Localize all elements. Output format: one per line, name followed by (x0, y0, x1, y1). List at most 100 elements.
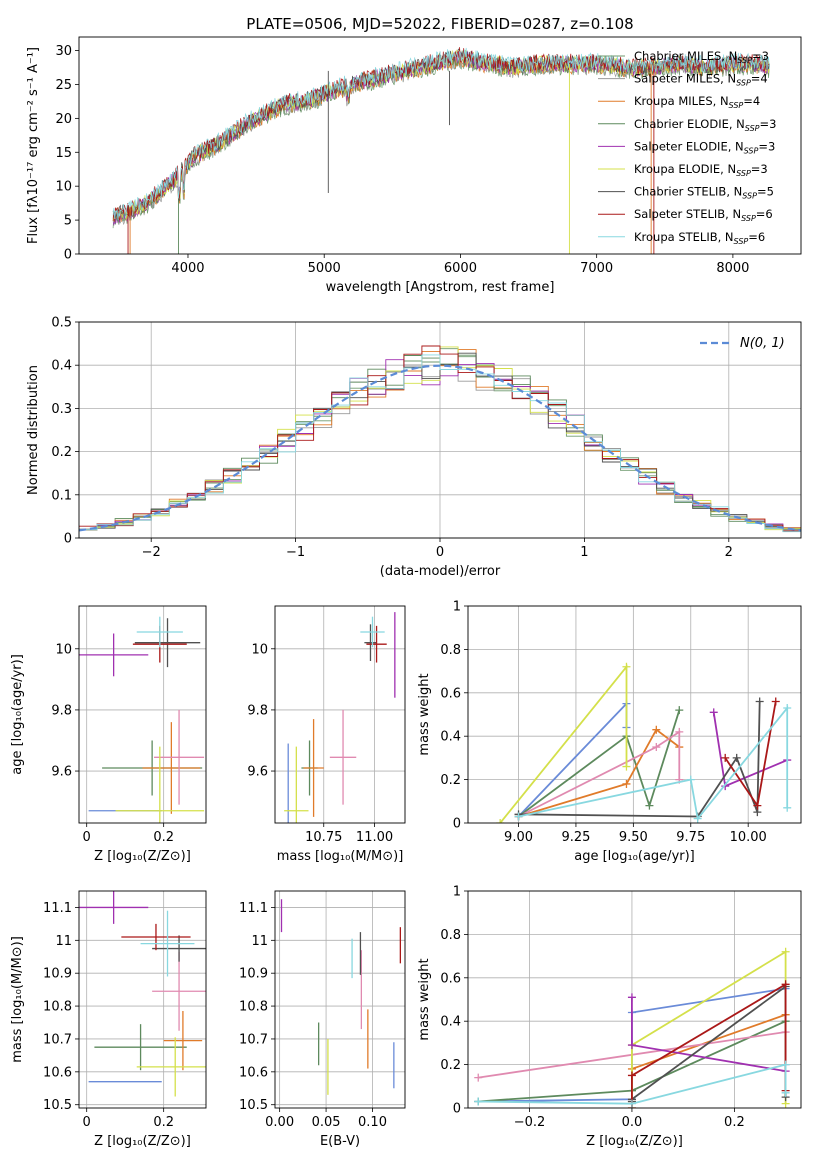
panel-8: −0.2 0.0 0.2 0 0.2 0.4 0.6 0.8 1 Z [log₁₀(Z/Z⊙)] m… (417, 885, 802, 1149)
x-tick-label: 8000 (716, 261, 749, 276)
y-tick-label: 10 (251, 642, 268, 657)
weight-line (518, 705, 789, 821)
weight-marker (781, 947, 790, 956)
y-tick-label: 10.7 (239, 1032, 268, 1047)
x-tick-label: 0.00 (265, 1115, 294, 1130)
x-tick-label: 0.10 (358, 1115, 387, 1130)
x-tick-label: 0.05 (312, 1115, 341, 1130)
weight-marker (732, 753, 741, 762)
y-tick-label: 1 (453, 600, 461, 615)
weight-marker (474, 1073, 483, 1082)
y-tick-label: 11 (251, 934, 268, 949)
normal-curve (79, 364, 801, 532)
y-tick-label: 10 (55, 642, 72, 657)
y-tick-label: 0.8 (440, 928, 461, 943)
weight-marker (771, 697, 780, 706)
weight-marker (721, 753, 730, 762)
weight-line (499, 664, 628, 823)
weight-marker (622, 662, 631, 671)
x-tick-label: 9.50 (619, 830, 648, 845)
y-tick-label: 10 (55, 180, 72, 195)
x-tick-label: 9.25 (561, 830, 590, 845)
x-tick-label: 0.2 (724, 1115, 745, 1130)
weight-marker (627, 1071, 636, 1080)
weight-marker (627, 1041, 636, 1050)
y-tick-label: 30 (55, 44, 72, 59)
legend-entry: Chabrier ELODIE, NSSP=3 (634, 117, 776, 133)
x-tick-label: 6000 (444, 261, 477, 276)
weight-line (478, 1063, 787, 1105)
y-tick-label: 0 (453, 817, 461, 832)
weight-marker (622, 762, 631, 771)
y-tick-label: 10.5 (43, 1098, 72, 1113)
y-tick-label: 10.7 (43, 1032, 72, 1047)
x-tick-label: 0.0 (622, 1115, 643, 1130)
x-tick-label: 4000 (171, 261, 204, 276)
x-tick-label: 0.2 (153, 830, 174, 845)
y-tick-label: 0.5 (51, 316, 72, 331)
y-axis-label: Flux [fλ10⁻¹⁷ erg cm⁻² s⁻¹ A⁻¹] (26, 47, 41, 244)
x-tick-label: 10.00 (730, 830, 767, 845)
x-axis-label: Z [log₁₀(Z/Z⊙)] (94, 849, 191, 864)
y-tick-label: 10.9 (43, 967, 72, 982)
y-tick-label: 0.6 (440, 686, 461, 701)
weight-marker (627, 993, 636, 1002)
x-tick-label: 11.00 (356, 830, 393, 845)
y-tick-label: 0.1 (51, 488, 72, 503)
legend-entry: Salpeter MILES, NSSP=4 (634, 72, 768, 88)
y-tick-label: 0.2 (440, 1058, 461, 1073)
weight-marker (693, 814, 702, 823)
weight-marker (781, 1060, 790, 1069)
legend-entry: N(0, 1) (740, 336, 785, 351)
panel-4: 10.75 11.00 9.6 9.8 10 mass [log₁₀(M/M⊙)] (247, 605, 406, 864)
plot-area (496, 662, 792, 823)
x-axis-label: age [log₁₀(age/yr)] (574, 849, 695, 864)
weight-marker (514, 812, 523, 821)
y-tick-label: 0 (64, 248, 72, 263)
weight-marker (753, 801, 762, 810)
legend-entry: Kroupa ELODIE, NSSP=3 (634, 162, 768, 178)
x-tick-label: 0 (436, 545, 444, 560)
weight-marker (496, 819, 505, 823)
y-tick-label: 0 (453, 1102, 461, 1117)
x-tick-label: 7000 (580, 261, 613, 276)
axes-border (274, 890, 406, 1109)
legend-entry: Chabrier STELIB, NSSP=5 (634, 185, 774, 201)
y-tick-label: 0 (64, 532, 72, 547)
weight-marker (627, 1099, 636, 1108)
y-tick-label: 10.8 (43, 1000, 72, 1015)
y-tick-label: 0.4 (440, 1015, 461, 1030)
plot-area (79, 345, 801, 538)
y-tick-label: 0.3 (51, 402, 72, 417)
y-tick-label: 9.8 (247, 703, 268, 718)
panel-7: 0.00 0.05 0.10 10.5 10.6 10.7 10.8 10.9 11 11.1 E(… (239, 890, 406, 1149)
weight-marker (622, 779, 631, 788)
x-axis-label: Z [log₁₀(Z/Z⊙)] (586, 1134, 683, 1149)
histogram-step (79, 354, 801, 538)
y-tick-label: 5 (64, 214, 72, 229)
weight-marker (781, 1088, 790, 1097)
panel-1: 4000 5000 6000 7000 8000 0 5 10 15 20 25 30 waveleng… (26, 15, 802, 295)
weight-marker (652, 743, 661, 752)
plot-area (79, 616, 205, 823)
y-tick-label: 10.6 (43, 1065, 72, 1080)
weight-marker (686, 775, 695, 784)
y-tick-label: 10.5 (239, 1098, 268, 1113)
y-tick-label: 0.4 (440, 730, 461, 745)
legend: N(0, 1) (700, 336, 785, 351)
axes-border (467, 605, 802, 824)
x-tick-label: −0.2 (514, 1115, 546, 1130)
legend-entry: Chabrier MILES, NSSP=3 (634, 49, 769, 65)
x-tick-label: 2 (725, 545, 733, 560)
y-tick-label: 15 (55, 146, 72, 161)
y-tick-label: 10.8 (239, 1000, 268, 1015)
weight-marker (652, 725, 661, 734)
plot-area (79, 891, 206, 1097)
panel-6: 0 0.2 10.5 10.6 10.7 10.8 10.9 11 11.1 Z [log₁₀(Z… (10, 890, 207, 1149)
y-axis-label: mass [log₁₀(M/M⊙)] (10, 936, 25, 1063)
weight-marker (645, 801, 654, 810)
plot-area (284, 612, 396, 823)
x-tick-label: 0.2 (153, 1115, 174, 1130)
x-axis-label: mass [log₁₀(M/M⊙)] (277, 849, 404, 864)
